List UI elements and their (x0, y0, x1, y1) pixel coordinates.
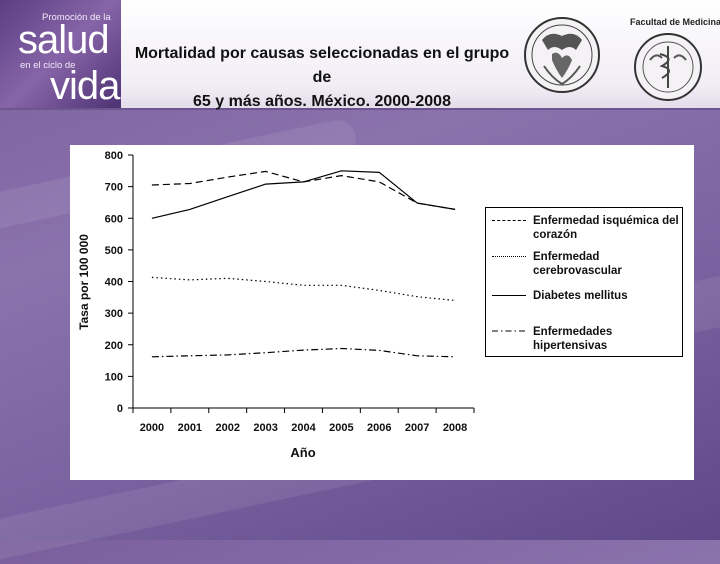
logo-word-salud: salud (18, 18, 110, 62)
facultad-medicina-seal-icon (634, 33, 702, 101)
series-line-3 (151, 170, 456, 219)
series-group (151, 170, 456, 358)
x-tick-label: 2008 (443, 422, 467, 434)
y-tick-label: 400 (105, 277, 123, 289)
slide-title-line-2: 65 y más años. México. 2000-2008 (193, 93, 451, 110)
legend-label: Diabetes mellitus (533, 290, 628, 302)
legend-label: Enfermedad isquémica del corazón (533, 215, 679, 241)
legend-swatch-dashed (492, 220, 526, 221)
x-tick-label: 2007 (405, 422, 429, 434)
y-tick-label: 0 (117, 403, 123, 415)
x-tick-label: 2006 (367, 422, 391, 434)
x-tick-label: 2004 (291, 422, 316, 434)
y-tick-label: 500 (105, 245, 123, 257)
y-tick-label: 600 (105, 213, 123, 225)
unam-seal-icon (524, 17, 600, 93)
legend-label: Enfermedad cerebrovascular (533, 251, 622, 277)
series-line-2 (151, 276, 456, 302)
legend-swatch-solid (492, 295, 526, 296)
chart-legend: Enfermedad isquémica del corazón Enferme… (485, 207, 683, 357)
x-tick-label: 2000 (140, 422, 164, 434)
chart-panel: 0 100 200 300 400 500 600 700 800 2000 2001 2002 20… (70, 145, 694, 480)
y-axis-label: Tasa por 100 000 (77, 234, 91, 330)
x-tick-label: 2005 (329, 422, 353, 434)
y-tick-label: 200 (105, 340, 123, 352)
legend-label: Enfermedades hipertensivas (533, 326, 613, 352)
logo-line-2: en el ciclo de (20, 60, 76, 71)
legend-swatch-dotted (492, 256, 526, 257)
y-tick-group: 0 100 200 300 400 500 600 700 800 (105, 150, 133, 415)
x-tick-label: 2003 (253, 422, 277, 434)
slide-title-line-1: Mortalidad por causas seleccionadas en e… (134, 45, 510, 86)
y-tick-label: 300 (105, 308, 123, 320)
logo-word-vida: vida (50, 64, 120, 108)
slide-header: Promoción de la salud en el ciclo de vid… (0, 0, 720, 110)
slide-title: Mortalidad por causas seleccionadas en e… (126, 42, 518, 114)
logo-line-1: Promoción de la (42, 12, 111, 23)
y-tick-label: 800 (105, 150, 123, 162)
promocion-salud-logo: Promoción de la salud en el ciclo de vid… (0, 0, 121, 108)
x-axis-label: Año (290, 445, 315, 460)
y-tick-label: 700 (105, 182, 123, 194)
x-tick-group: 2000 2001 2002 2003 2004 2005 2006 2007 2008 (132, 408, 475, 434)
x-tick-label: 2002 (215, 422, 239, 434)
y-tick-label: 100 (105, 371, 123, 383)
faculty-label: Facultad de Medicina (630, 17, 720, 27)
x-tick-label: 2001 (178, 422, 202, 434)
series-line-4 (151, 347, 456, 358)
legend-swatch-dashdot (492, 330, 526, 332)
series-line-1 (151, 170, 456, 210)
